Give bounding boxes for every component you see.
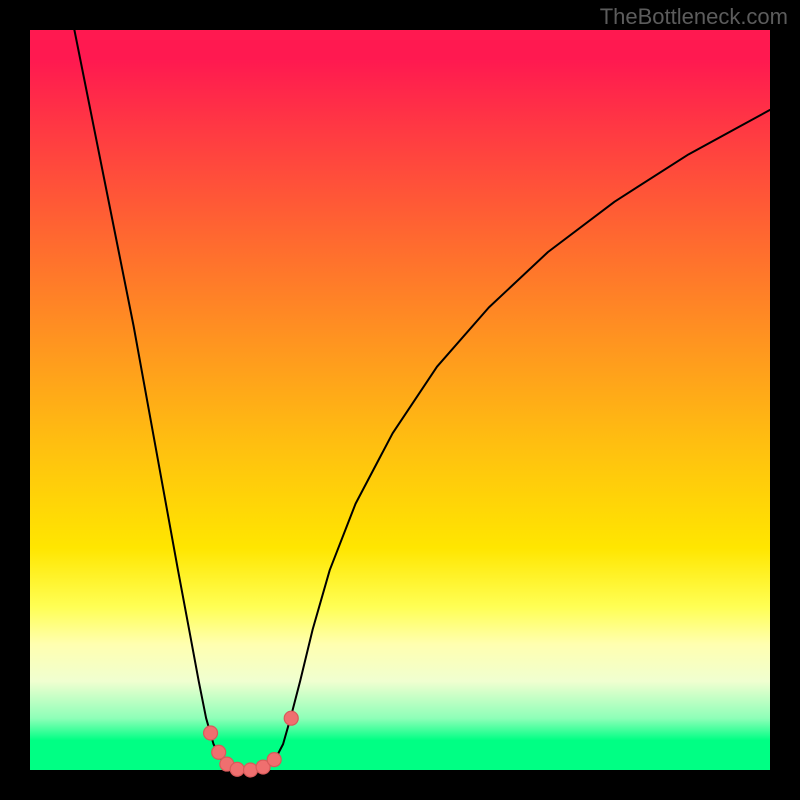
chart-frame: TheBottleneck.com [0,0,800,800]
valley-marker [267,753,281,767]
valley-marker [212,745,226,759]
curve-overlay [0,0,800,800]
valley-marker [204,726,218,740]
valley-marker [244,763,258,777]
valley-curve [74,30,770,770]
valley-marker [284,711,298,725]
valley-marker [230,762,244,776]
